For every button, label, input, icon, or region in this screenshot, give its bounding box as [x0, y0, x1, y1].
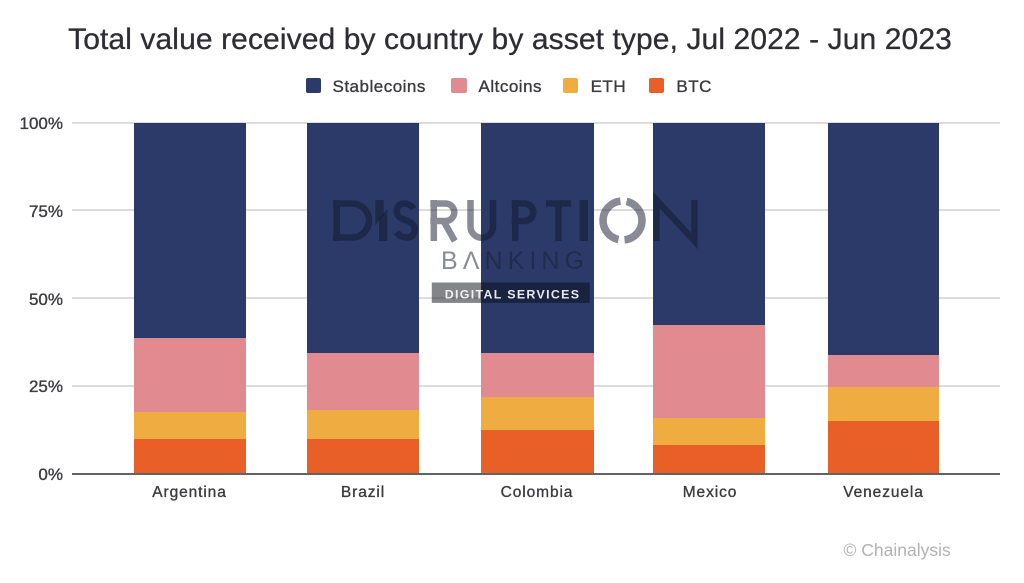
svg-text:DIGITAL SERVICES: DIGITAL SERVICES	[445, 287, 579, 301]
svg-text:BΛNKING: BΛNKING	[441, 247, 584, 275]
